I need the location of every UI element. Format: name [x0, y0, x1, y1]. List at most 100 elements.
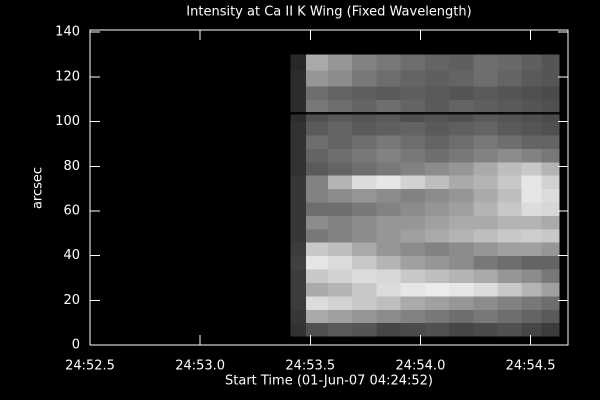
x-tick-label: 24:53.0: [175, 359, 225, 374]
heatmap-cell: [376, 70, 402, 87]
heatmap-cell: [376, 202, 402, 216]
heatmap-cell: [424, 121, 450, 136]
heatmap-cell: [400, 309, 426, 324]
heatmap-cell: [541, 242, 560, 257]
heatmap-cell: [424, 309, 450, 324]
heatmap-cell: [290, 161, 307, 176]
heatmap-cell: [424, 70, 450, 87]
heatmap-cell: [352, 242, 377, 257]
heatmap-cell: [327, 113, 353, 123]
heatmap-cell: [376, 295, 402, 310]
heatmap-cell: [497, 295, 523, 310]
heatmap-cell: [305, 228, 329, 243]
heatmap-cell: [521, 215, 543, 230]
heatmap-cell: [521, 99, 543, 113]
heatmap-cell: [352, 135, 377, 149]
heatmap-cell: [290, 282, 307, 297]
heatmap-cell: [541, 135, 560, 149]
heatmap-cell: [473, 113, 499, 123]
heatmap-cell: [473, 111, 499, 115]
heatmap-cell: [327, 54, 353, 71]
heatmap-cell: [473, 242, 499, 257]
heatmap-cell: [376, 99, 402, 113]
heatmap-cell: [541, 215, 560, 230]
heatmap-cell: [376, 282, 402, 297]
heatmap-cell: [497, 215, 523, 230]
heatmap-cell: [497, 70, 523, 87]
heatmap-cell: [327, 269, 353, 283]
heatmap-cell: [400, 85, 426, 100]
heatmap-cell: [400, 148, 426, 163]
heatmap-cell: [424, 202, 450, 216]
heatmap-cell: [305, 111, 329, 115]
heatmap-cell: [473, 215, 499, 230]
heatmap-cell: [541, 111, 560, 115]
heatmap-cell: [352, 228, 377, 243]
heatmap-cell: [541, 295, 560, 310]
heatmap-cell: [290, 309, 307, 324]
heatmap-cell: [473, 295, 499, 310]
heatmap-cell: [376, 309, 402, 324]
heatmap-cell: [521, 161, 543, 176]
heatmap-cell: [400, 215, 426, 230]
heatmap-cell: [290, 269, 307, 283]
heatmap-cell: [305, 202, 329, 216]
heatmap-cell: [541, 202, 560, 216]
x-tick-label: 24:54.0: [395, 359, 445, 374]
heatmap-cell: [541, 85, 560, 100]
heatmap-cell: [400, 322, 426, 337]
heatmap-cell: [449, 188, 474, 203]
heatmap-cell: [352, 322, 377, 337]
heatmap-cell: [521, 228, 543, 243]
heatmap-cell: [497, 85, 523, 100]
heatmap-cell: [449, 54, 474, 71]
heatmap-cell: [290, 111, 307, 115]
heatmap-cell: [449, 228, 474, 243]
heatmap-cell: [352, 215, 377, 230]
heatmap-cell: [497, 322, 523, 337]
heatmap-cell: [400, 202, 426, 216]
heatmap-cell: [400, 282, 426, 297]
heatmap-cell: [352, 113, 377, 123]
heatmap-cell: [497, 188, 523, 203]
heatmap-cell: [424, 322, 450, 337]
heatmap-cell: [521, 322, 543, 337]
heatmap-cell: [352, 309, 377, 324]
heatmap-cell: [541, 255, 560, 270]
heatmap-cell: [424, 295, 450, 310]
heatmap-cell: [352, 175, 377, 190]
heatmap-cell: [327, 148, 353, 163]
heatmap-cell: [473, 148, 499, 163]
heatmap-cell: [541, 70, 560, 87]
y-tick-label: 140: [55, 25, 80, 40]
heatmap-cell: [473, 175, 499, 190]
heatmap-cell: [400, 54, 426, 71]
heatmap-cell: [290, 295, 307, 310]
heatmap-cell: [352, 161, 377, 176]
heatmap-cell: [541, 228, 560, 243]
heatmap-cell: [521, 242, 543, 257]
heatmap-cell: [376, 228, 402, 243]
heatmap-cell: [352, 269, 377, 283]
heatmap-cell: [376, 135, 402, 149]
heatmap-cell: [290, 255, 307, 270]
heatmap-cell: [521, 70, 543, 87]
heatmap-cell: [400, 113, 426, 123]
heatmap-cell: [376, 215, 402, 230]
heatmap-cell: [305, 121, 329, 136]
y-tick-label: 60: [63, 203, 80, 218]
heatmap-cell: [305, 161, 329, 176]
heatmap-cell: [290, 121, 307, 136]
heatmap-cell: [290, 70, 307, 87]
heatmap-cell: [541, 282, 560, 297]
heatmap-cell: [541, 269, 560, 283]
heatmap-cell: [473, 269, 499, 283]
heatmap-cell: [376, 111, 402, 115]
heatmap-cell: [352, 70, 377, 87]
chart-title: Intensity at Ca II K Wing (Fixed Wavelen…: [186, 5, 471, 20]
heatmap-cell: [376, 148, 402, 163]
heatmap-cell: [497, 113, 523, 123]
heatmap-cell: [305, 175, 329, 190]
heatmap-cell: [541, 175, 560, 190]
